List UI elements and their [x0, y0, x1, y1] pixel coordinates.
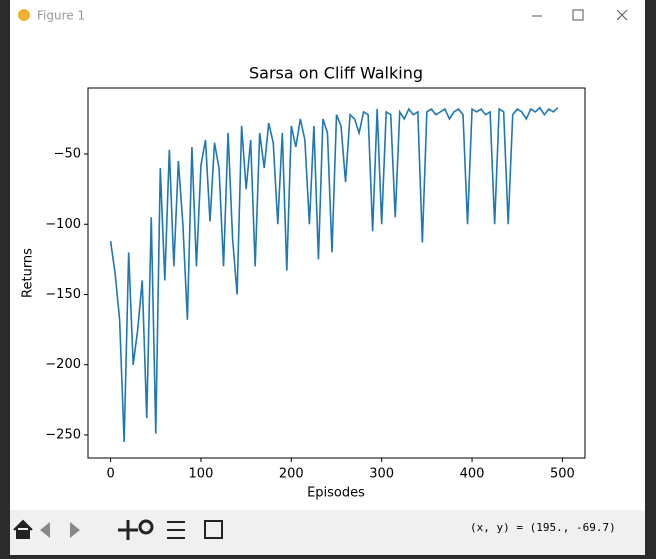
x-tick-label: 200 — [279, 467, 304, 482]
forward-button[interactable] — [70, 522, 80, 538]
back-button[interactable] — [40, 522, 50, 538]
zoom-button[interactable] — [138, 519, 154, 535]
x-tick-label: 500 — [550, 467, 575, 482]
x-tick-label: 0 — [106, 467, 114, 482]
app-icon — [18, 9, 30, 21]
home-button[interactable] — [13, 519, 33, 539]
y-tick-label: −250 — [45, 427, 81, 442]
maximize[interactable] — [572, 9, 584, 21]
y-tick-label: −100 — [45, 217, 81, 232]
y-axis-label: Returns — [21, 248, 36, 298]
axes-frame — [87, 87, 586, 459]
x-axis-label: Episodes — [307, 486, 365, 501]
status-text: (x, y) = (195., -69.7) — [470, 521, 616, 534]
y-tick-label: −150 — [45, 287, 81, 302]
title-bar — [10, 0, 645, 32]
toolbar — [10, 510, 645, 555]
x-tick-label: 300 — [369, 467, 394, 482]
y-tick-label: −200 — [45, 357, 81, 372]
line-series — [109, 106, 559, 443]
window-title: Figure 1 — [37, 9, 85, 23]
plot: Sarsa on Cliff Walking Episodes Returns … — [21, 64, 586, 501]
pan-button[interactable] — [118, 520, 138, 540]
figure: Figure 1 (x, y) = (195., -69.7) Sarsa on… — [10, 0, 645, 555]
x-tick-label: 100 — [189, 467, 214, 482]
chart-title: Sarsa on Cliff Walking — [249, 64, 423, 83]
close[interactable] — [616, 9, 628, 21]
configure-button[interactable] — [167, 521, 185, 539]
x-tick-label: 400 — [460, 467, 485, 482]
y-tick-label: −50 — [54, 147, 81, 162]
save-button[interactable] — [204, 520, 223, 539]
window: Figure 1 (x, y) = (195., -69.7) Sarsa on… — [10, 0, 645, 555]
